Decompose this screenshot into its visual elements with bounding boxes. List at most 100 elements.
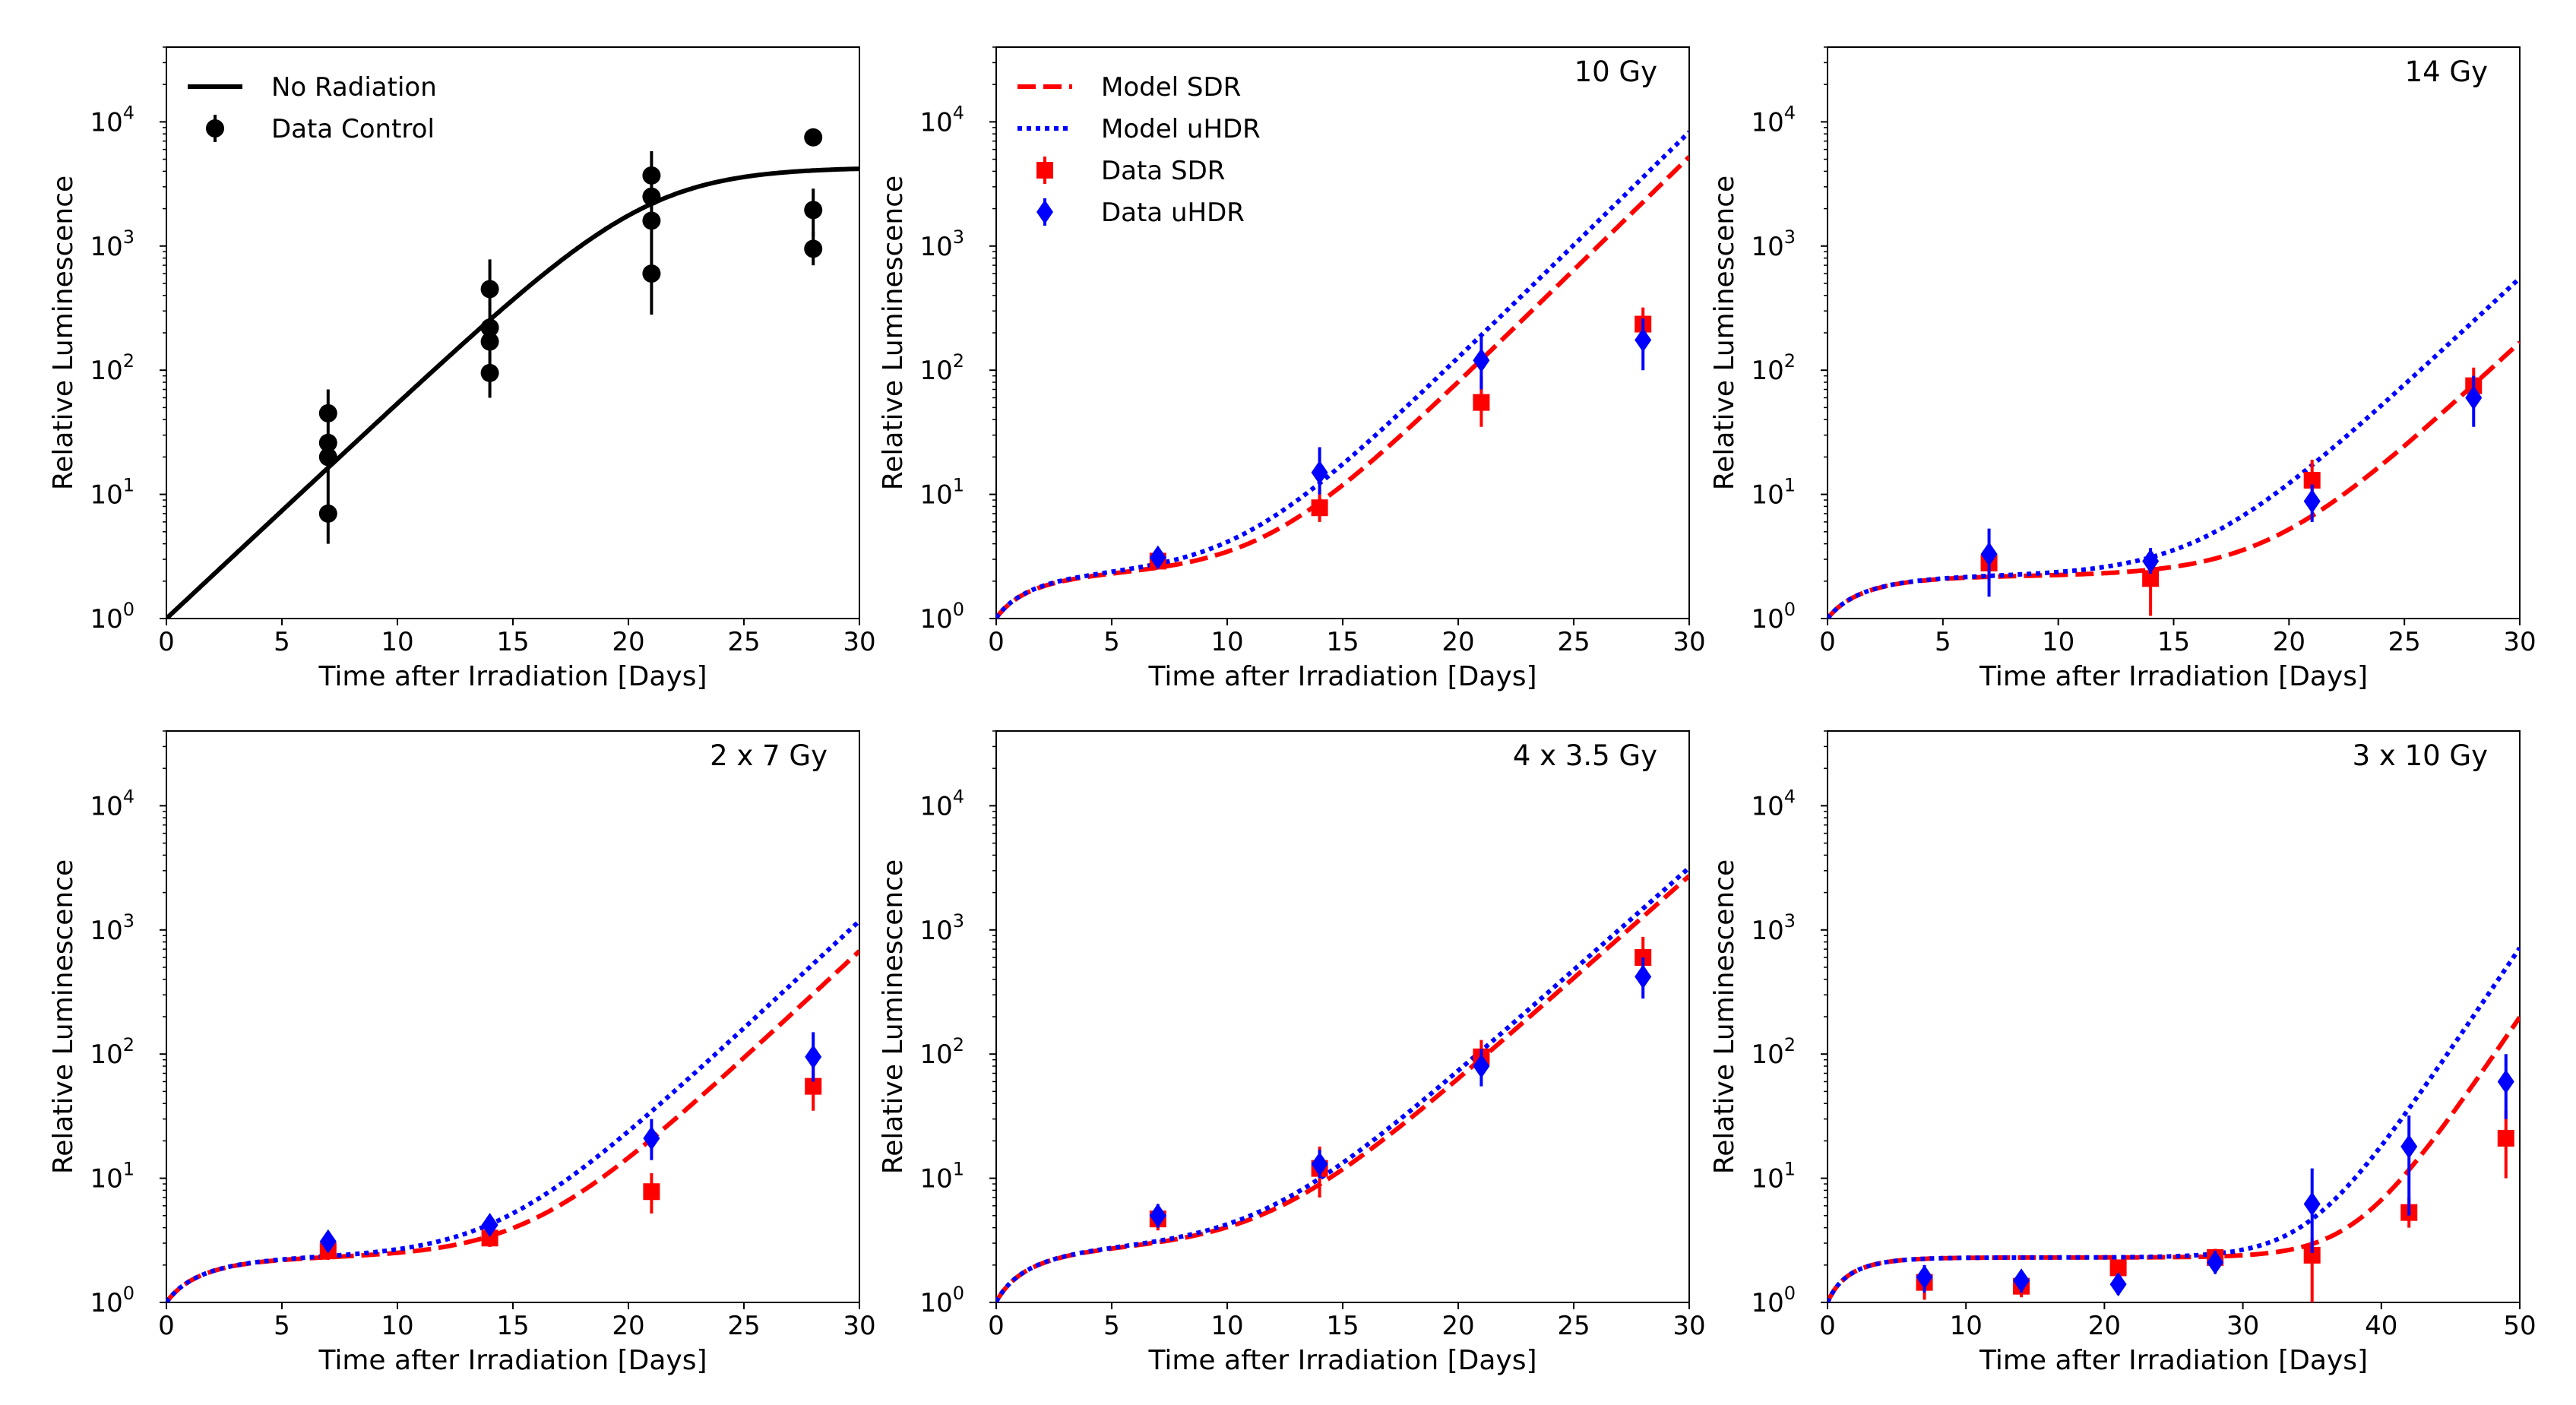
panel-title: 2 x 7 Gy: [710, 739, 828, 772]
y-tick-base: 10: [919, 356, 952, 386]
y-tick-label: 104: [919, 786, 964, 821]
y-tick-label: 101: [90, 475, 134, 511]
x-tick-label: 25: [2388, 627, 2421, 657]
y-tick-base: 10: [90, 791, 122, 821]
y-tick-label: 103: [90, 910, 134, 946]
y-tick-label: 101: [90, 1159, 134, 1195]
y-tick-exponent: 4: [953, 786, 964, 807]
y-tick-base: 10: [1751, 356, 1783, 386]
x-tick-label: 40: [2365, 1311, 2397, 1341]
y-tick-exponent: 0: [1784, 1283, 1796, 1304]
y-tick-base: 10: [1751, 1040, 1783, 1070]
data-point-data-uhdr: [2142, 549, 2160, 574]
y-tick-label: 101: [1751, 475, 1796, 511]
data-layer: [1828, 946, 2520, 1302]
y-tick-base: 10: [1751, 916, 1783, 946]
y-tick-label: 100: [1751, 1283, 1796, 1318]
x-tick-label: 0: [158, 1311, 175, 1341]
x-tick-label: 0: [158, 627, 175, 657]
y-tick-base: 10: [919, 916, 952, 946]
y-tick-label: 102: [919, 1034, 964, 1070]
y-tick-label: 100: [90, 599, 134, 634]
plot-frame: [1827, 46, 2521, 619]
data-point-data-sdr: [643, 1183, 660, 1201]
y-tick-exponent: 2: [953, 350, 964, 372]
series-line-model-sdr: [996, 874, 1689, 1302]
x-tick-label: 20: [612, 627, 644, 657]
y-tick-exponent: 1: [1784, 475, 1796, 496]
y-tick-label: 103: [919, 910, 964, 946]
y-tick-exponent: 1: [953, 1159, 964, 1180]
y-tick-exponent: 3: [953, 910, 964, 932]
y-tick-label: 103: [1751, 910, 1796, 946]
x-tick-label: 10: [2042, 627, 2074, 657]
plot-frame: [995, 46, 1690, 619]
x-tick-label: 15: [496, 1311, 529, 1341]
y-tick-label: 104: [919, 102, 964, 138]
y-tick-exponent: 1: [123, 1159, 134, 1180]
panel-title: 3 x 10 Gy: [2353, 739, 2488, 772]
data-point-data-control: [318, 504, 337, 523]
y-tick-label: 104: [1751, 102, 1796, 138]
x-tick-label: 0: [1819, 627, 1836, 657]
y-tick-base: 10: [90, 232, 122, 262]
y-tick-base: 10: [1751, 791, 1783, 821]
series-line-model-uhdr: [1828, 946, 2520, 1302]
y-tick-exponent: 2: [123, 1034, 134, 1055]
data-point-data-uhdr: [319, 1229, 337, 1254]
data-point-data-sdr: [2303, 1246, 2321, 1264]
x-tick-label: 10: [1950, 1311, 1983, 1341]
y-tick-base: 10: [919, 1040, 952, 1070]
data-layer: [1828, 276, 2520, 619]
panel-title: 10 Gy: [1574, 55, 1657, 88]
y-tick-exponent: 3: [123, 910, 134, 932]
x-tick-label: 10: [1210, 1311, 1243, 1341]
data-point-data-uhdr: [481, 1213, 498, 1238]
y-tick-exponent: 2: [1784, 1034, 1796, 1055]
y-tick-base: 10: [1751, 604, 1783, 634]
y-tick-base: 10: [1751, 107, 1783, 138]
data-point-data-uhdr: [1635, 328, 1652, 353]
series-line-model-sdr: [166, 949, 859, 1302]
y-tick-exponent: 2: [123, 350, 134, 372]
y-tick-exponent: 1: [123, 475, 134, 496]
y-axis-label: Relative Luminescence: [48, 176, 79, 490]
y-tick-exponent: 4: [1784, 102, 1796, 123]
x-tick-label: 5: [1935, 627, 1951, 657]
y-tick-base: 10: [919, 107, 952, 138]
x-tick-label: 30: [843, 627, 875, 657]
data-point-data-uhdr: [643, 1125, 660, 1150]
data-point-data-uhdr: [1149, 545, 1166, 570]
y-tick-label: 103: [919, 226, 964, 262]
series-line-model-uhdr: [996, 865, 1689, 1302]
plot-frame: [166, 46, 860, 619]
y-tick-exponent: 2: [953, 1034, 964, 1055]
y-tick-label: 104: [90, 102, 134, 138]
data-layer: [166, 128, 859, 619]
plot-frame: [995, 730, 1690, 1303]
y-tick-base: 10: [1751, 480, 1783, 511]
x-axis-label: Time after Irradiation [Days]: [318, 661, 707, 692]
data-point-data-uhdr: [2303, 489, 2321, 514]
y-tick-label: 104: [90, 786, 134, 821]
y-tick-exponent: 0: [953, 599, 964, 620]
y-tick-label: 100: [919, 599, 964, 634]
x-tick-label: 10: [1210, 627, 1243, 657]
y-tick-base: 10: [90, 1164, 122, 1195]
data-point-data-uhdr: [1473, 348, 1490, 373]
y-tick-base: 10: [90, 480, 122, 511]
data-point-data-uhdr: [1311, 1151, 1328, 1176]
y-tick-base: 10: [90, 604, 122, 634]
data-point-data-uhdr: [2303, 1191, 2321, 1217]
data-point-data-uhdr: [1980, 542, 1998, 567]
x-tick-label: 5: [274, 1311, 290, 1341]
x-tick-label: 25: [727, 1311, 760, 1341]
y-tick-base: 10: [90, 1288, 122, 1318]
legend: Model SDR Model uHDR Data SDR Data uHDR: [1017, 72, 1261, 228]
legend-marker: [206, 119, 224, 138]
x-tick-label: 30: [1673, 1311, 1705, 1341]
series-line-model-sdr: [1828, 340, 2520, 619]
x-tick-label: 0: [988, 627, 1005, 657]
